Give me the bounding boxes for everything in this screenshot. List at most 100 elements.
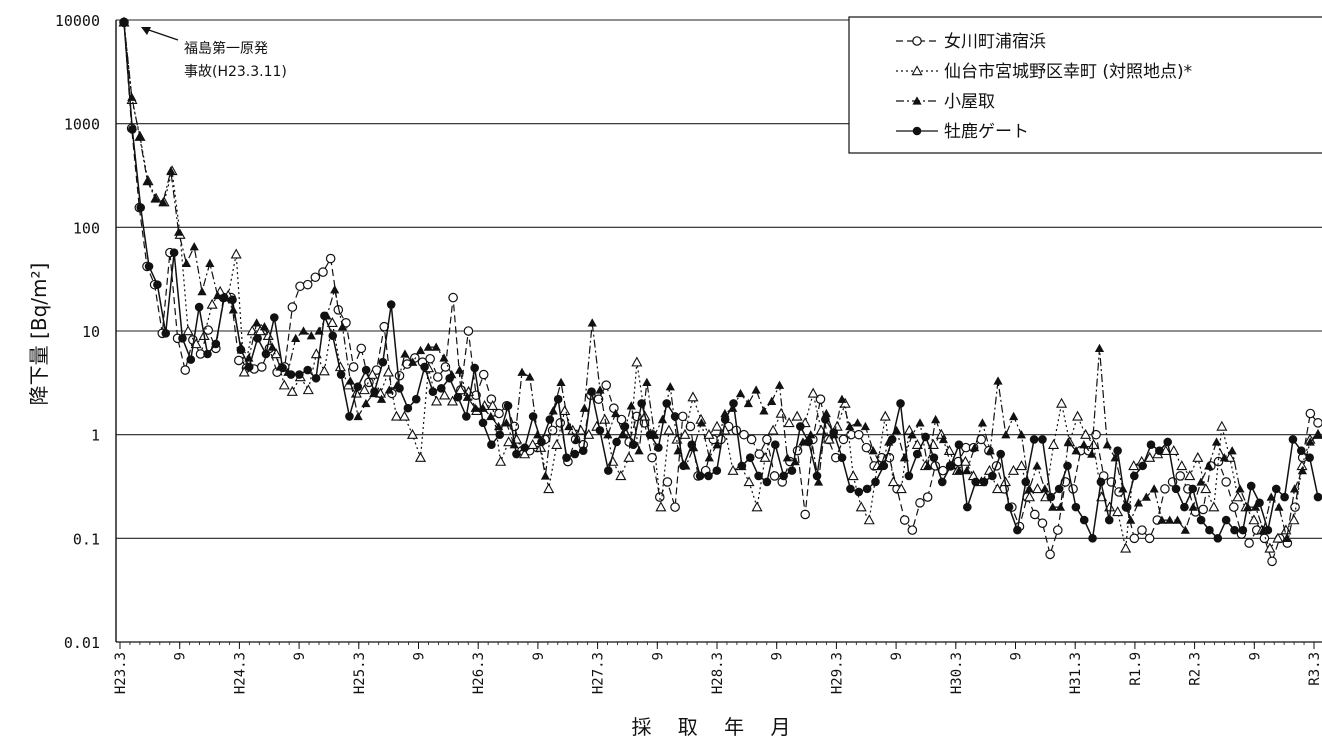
data-point: [1126, 515, 1136, 524]
data-point: [537, 437, 546, 447]
data-point: [1157, 515, 1167, 524]
legend-label: 牡鹿ゲート: [944, 122, 1029, 142]
data-point: [746, 434, 757, 445]
data-point: [398, 410, 411, 421]
data-point: [631, 356, 643, 367]
data-point: [991, 483, 1003, 494]
data-point: [1230, 525, 1239, 535]
data-point: [1038, 435, 1047, 444]
x-tick-label: H29.3: [829, 652, 845, 694]
data-point: [970, 443, 980, 452]
data-point: [336, 370, 346, 379]
data-point: [495, 430, 505, 439]
data-point: [583, 428, 595, 439]
data-point: [603, 466, 613, 475]
data-point: [687, 440, 697, 450]
data-point: [815, 394, 826, 404]
data-point: [1165, 515, 1175, 524]
y-tick-label: 1000: [64, 116, 100, 134]
data-point: [228, 295, 237, 305]
data-point: [295, 370, 304, 379]
data-point: [847, 470, 859, 481]
data-point: [775, 407, 787, 418]
data-point: [1274, 502, 1284, 511]
data-point: [495, 455, 507, 466]
data-point: [302, 279, 313, 290]
data-point: [1096, 477, 1106, 487]
data-point: [829, 428, 839, 437]
data-point: [325, 253, 336, 264]
data-point: [420, 362, 429, 372]
data-point: [1213, 456, 1224, 467]
data-point: [611, 408, 621, 418]
data-point: [1198, 504, 1208, 515]
data-point: [807, 387, 819, 398]
data-point: [345, 376, 355, 385]
data-point: [1021, 477, 1031, 487]
data-point: [593, 394, 604, 404]
data-point: [203, 349, 212, 359]
data-point: [959, 455, 971, 466]
data-point: [603, 430, 613, 439]
x-tick-label: 9: [1009, 652, 1025, 660]
data-point: [1063, 437, 1073, 446]
data-point: [136, 203, 145, 212]
data-point: [291, 333, 301, 342]
data-point: [161, 329, 171, 338]
data-point: [762, 434, 772, 445]
data-point: [181, 258, 192, 267]
data-point: [595, 426, 605, 435]
data-point: [1196, 515, 1206, 525]
data-point: [433, 372, 443, 382]
data-point: [358, 384, 370, 395]
legend-label: 仙台市宮城野区幸町 (対照地点)*: [944, 62, 1192, 82]
data-point: [1024, 484, 1034, 493]
data-point: [1184, 470, 1196, 481]
x-tick-label: 9: [650, 652, 666, 660]
data-point: [295, 281, 305, 292]
data-point: [804, 437, 813, 447]
data-point: [337, 322, 348, 331]
data-point: [895, 483, 907, 494]
data-point: [454, 365, 465, 374]
data-point: [423, 342, 433, 351]
data-point: [823, 433, 835, 444]
data-point: [1305, 453, 1314, 462]
data-point: [127, 92, 137, 101]
data-point: [348, 362, 359, 372]
data-point: [328, 331, 338, 341]
data-point: [696, 418, 707, 427]
data-point: [302, 384, 314, 395]
data-point: [812, 471, 822, 481]
data-point: [278, 379, 290, 390]
data-point: [855, 501, 867, 512]
data-point: [180, 365, 191, 375]
data-point: [527, 438, 539, 449]
data-point: [853, 429, 864, 440]
data-point: [634, 446, 644, 455]
data-point: [287, 302, 298, 312]
legend-label: 小屋取: [944, 92, 995, 112]
data-point: [556, 377, 566, 386]
data-point: [1213, 534, 1223, 543]
data-point: [1188, 484, 1198, 494]
legend-marker: [912, 96, 922, 105]
data-point: [547, 425, 558, 436]
data-point: [679, 461, 688, 471]
data-point: [1180, 502, 1189, 512]
data-point: [1208, 501, 1220, 512]
data-point: [303, 365, 312, 375]
data-point: [1080, 428, 1092, 439]
data-point: [1160, 484, 1170, 494]
data-point: [1104, 515, 1114, 525]
data-point: [988, 471, 997, 481]
data-point: [899, 515, 910, 525]
y-axis-label: 降下量 [Bq/m²]: [27, 263, 51, 406]
legend-entry: 小屋取: [896, 92, 995, 112]
series-layer: [118, 16, 1322, 567]
data-point: [238, 366, 250, 377]
data-point: [428, 387, 438, 396]
data-point: [838, 434, 849, 445]
data-point: [1054, 484, 1064, 494]
